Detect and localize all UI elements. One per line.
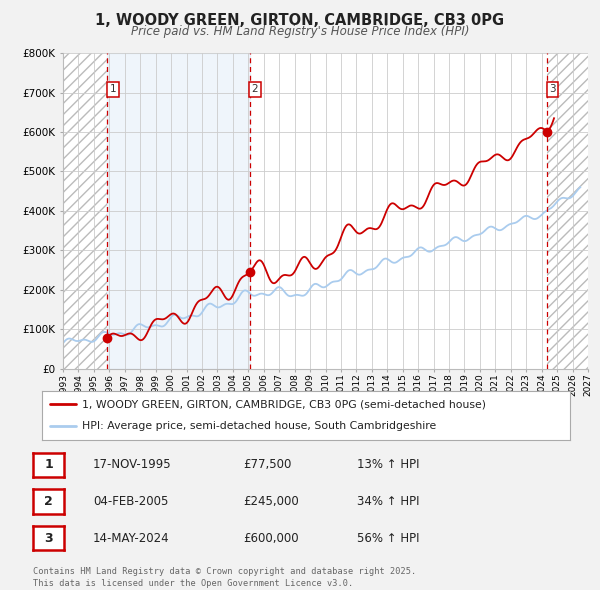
Text: 56% ↑ HPI: 56% ↑ HPI (357, 532, 419, 545)
Text: 3: 3 (44, 532, 53, 545)
Text: £600,000: £600,000 (243, 532, 299, 545)
Text: 1: 1 (109, 84, 116, 94)
Bar (63, 53, 107, 369)
Text: 1: 1 (44, 458, 53, 471)
Bar (107, 53, 250, 369)
Text: 13% ↑ HPI: 13% ↑ HPI (357, 458, 419, 471)
Text: 2: 2 (44, 495, 53, 508)
Text: 2: 2 (251, 84, 258, 94)
Text: 17-NOV-1995: 17-NOV-1995 (93, 458, 172, 471)
Text: £245,000: £245,000 (243, 495, 299, 508)
Text: HPI: Average price, semi-detached house, South Cambridgeshire: HPI: Average price, semi-detached house,… (82, 421, 436, 431)
Text: £77,500: £77,500 (243, 458, 292, 471)
Text: 14-MAY-2024: 14-MAY-2024 (93, 532, 170, 545)
Text: Price paid vs. HM Land Registry's House Price Index (HPI): Price paid vs. HM Land Registry's House … (131, 25, 469, 38)
Text: 1, WOODY GREEN, GIRTON, CAMBRIDGE, CB3 0PG (semi-detached house): 1, WOODY GREEN, GIRTON, CAMBRIDGE, CB3 0… (82, 399, 485, 409)
Text: 1, WOODY GREEN, GIRTON, CAMBRIDGE, CB3 0PG: 1, WOODY GREEN, GIRTON, CAMBRIDGE, CB3 0… (95, 13, 505, 28)
Bar (547, 53, 588, 369)
Text: 34% ↑ HPI: 34% ↑ HPI (357, 495, 419, 508)
Text: 04-FEB-2005: 04-FEB-2005 (93, 495, 169, 508)
Text: Contains HM Land Registry data © Crown copyright and database right 2025.
This d: Contains HM Land Registry data © Crown c… (33, 568, 416, 588)
Text: 3: 3 (549, 84, 556, 94)
